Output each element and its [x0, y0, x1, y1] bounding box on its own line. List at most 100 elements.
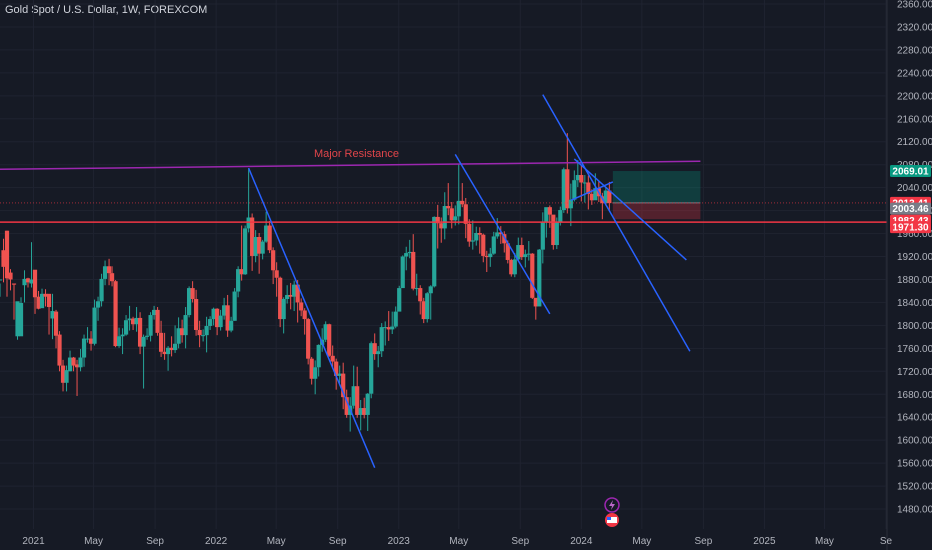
candle-body — [554, 222, 559, 246]
candle-body — [502, 234, 507, 244]
candle-body — [92, 307, 97, 344]
candle-body — [95, 301, 101, 308]
candle-body — [222, 305, 227, 316]
candle-body — [285, 294, 290, 299]
candle-body — [561, 169, 566, 211]
trendline — [573, 158, 687, 261]
y-tick-label: 2280.00 — [897, 45, 932, 56]
candle-body — [71, 357, 76, 366]
candle-body — [313, 367, 318, 379]
candle-body — [593, 188, 598, 201]
candle-body — [540, 221, 545, 250]
candle-body — [295, 284, 300, 303]
candle-body — [463, 204, 468, 224]
candle-body — [575, 175, 580, 181]
candle-body — [183, 315, 188, 336]
candle-body — [418, 288, 423, 302]
candle-body — [491, 236, 496, 254]
candle-body — [127, 318, 132, 321]
y-tick-label: 1800.00 — [897, 321, 932, 332]
candle-body — [158, 332, 164, 352]
y-tick-label: 1680.00 — [897, 390, 932, 401]
candle-body — [358, 408, 363, 415]
x-tick-label: Sep — [329, 536, 347, 547]
candle-body — [81, 338, 87, 358]
y-tick-label: 2360.00 — [897, 0, 932, 11]
candle-body — [537, 249, 542, 307]
candle-body — [376, 351, 381, 355]
candle-body — [180, 328, 185, 336]
candle-body — [39, 293, 45, 309]
candle-body — [316, 344, 321, 368]
x-tick-label: May — [267, 536, 286, 547]
price-tag — [890, 165, 931, 178]
candle-body — [46, 293, 52, 308]
candle-body — [330, 355, 335, 362]
y-tick-label: 2040.00 — [897, 183, 932, 194]
candle-body — [109, 273, 115, 282]
position-tool[interactable] — [612, 171, 701, 220]
trendline — [570, 181, 614, 201]
candle-body — [344, 397, 349, 415]
candle-body — [155, 309, 160, 333]
candle-body — [477, 232, 482, 235]
x-tick-label: Sep — [511, 536, 529, 547]
price-tag-label: 2003.46 — [892, 204, 929, 215]
y-tick-label: 1880.00 — [897, 275, 932, 286]
candle-body — [278, 277, 283, 320]
y-tick-label: 2160.00 — [897, 114, 932, 125]
candle-body — [36, 296, 41, 309]
candle-body — [151, 309, 157, 316]
candle-body — [43, 293, 48, 297]
loss-zone — [612, 202, 701, 220]
candle-body — [176, 328, 181, 344]
y-tick-label: 1520.00 — [897, 482, 932, 493]
y-tick-label: 1640.00 — [897, 413, 932, 424]
candle-body — [383, 327, 388, 329]
candle-body — [421, 301, 426, 320]
candle-body — [22, 278, 27, 286]
candle-body — [582, 182, 587, 184]
grid — [0, 0, 887, 529]
y-tick-label: 1480.00 — [897, 505, 932, 516]
candle-body — [257, 237, 262, 254]
bottom-icons[interactable] — [604, 497, 620, 527]
y-tick-label: 1600.00 — [897, 436, 932, 447]
annotations: Major Resistance — [314, 148, 399, 160]
candle-body — [264, 225, 269, 242]
candle-body — [498, 232, 503, 235]
candle-body — [530, 253, 535, 298]
candle-body — [172, 343, 178, 351]
candle-body — [236, 269, 241, 292]
time-axis-bg — [0, 529, 932, 550]
candle-body — [355, 386, 360, 415]
candle-body — [323, 324, 328, 340]
x-tick-label: Sep — [694, 536, 712, 547]
candle-body — [302, 310, 307, 320]
candle-body — [365, 393, 370, 415]
drawings[interactable] — [0, 94, 887, 469]
candle-body — [88, 338, 94, 344]
candle-body — [404, 253, 409, 257]
y-tick-label: 1560.00 — [897, 459, 932, 470]
candle-body — [229, 320, 234, 331]
x-tick-label: May — [815, 536, 834, 547]
candle-body — [211, 308, 216, 320]
candle-body — [239, 269, 244, 275]
candle-body — [169, 347, 174, 351]
candle-body — [123, 320, 129, 335]
candle-body — [306, 319, 311, 359]
candle-body — [53, 311, 59, 336]
candle-body — [116, 336, 122, 347]
candle-body — [544, 207, 549, 222]
candle-body — [218, 315, 223, 328]
candle-body — [393, 311, 398, 327]
candle-body — [411, 251, 416, 289]
candle-body — [435, 216, 440, 224]
x-tick-label: 2023 — [388, 536, 411, 547]
candle-body — [0, 279, 3, 281]
candle-body — [288, 294, 293, 297]
candle-body — [495, 232, 500, 237]
